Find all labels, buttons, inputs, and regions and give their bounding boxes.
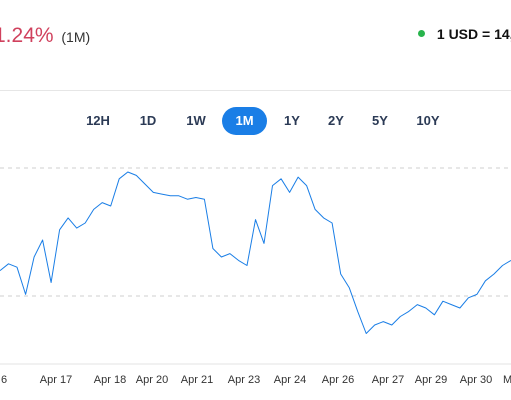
x-axis-label: 6 [1,374,7,386]
tab-12h[interactable]: 12H [86,113,110,128]
x-axis-label: Apr 24 [274,374,306,386]
timeframe-tabs: 12H 1D 1W 1M 1Y 2Y 5Y 10Y [0,107,511,135]
tab-2y[interactable]: 2Y [328,113,344,128]
change-percent: 1.24% [0,24,54,47]
exchange-rate-text: 1 USD = 14, [436,26,511,42]
x-axis-label: Apr 29 [415,374,447,386]
x-axis-label: May 2 [503,374,511,386]
tab-1y[interactable]: 1Y [284,113,300,128]
tab-1d[interactable]: 1D [139,113,157,128]
tab-1w[interactable]: 1W [186,113,206,128]
x-axis-label: Apr 30 [460,374,492,386]
x-axis-label: Apr 23 [228,374,260,386]
header-divider [0,90,511,91]
price-series-line [0,171,511,334]
x-axis-label: Apr 17 [40,374,72,386]
exchange-rate: 1 USD = 14, [418,26,511,42]
tab-1m[interactable]: 1M [222,107,267,135]
tab-10y[interactable]: 10Y [416,113,440,128]
live-status-dot-icon [418,30,425,37]
x-axis-label: Apr 18 [94,374,126,386]
x-axis-label: Apr 21 [181,374,213,386]
change-indicator: 1.24% (1M) [0,24,90,48]
x-axis-label: Apr 26 [322,374,354,386]
x-axis-label: Apr 20 [136,374,168,386]
tab-5y[interactable]: 5Y [372,113,388,128]
change-period: (1M) [61,29,91,45]
x-axis-label: Apr 27 [372,374,404,386]
x-axis-labels: 6 Apr 17 Apr 18 Apr 20 Apr 21 Apr 23 Apr 24 Apr… [1,374,511,386]
